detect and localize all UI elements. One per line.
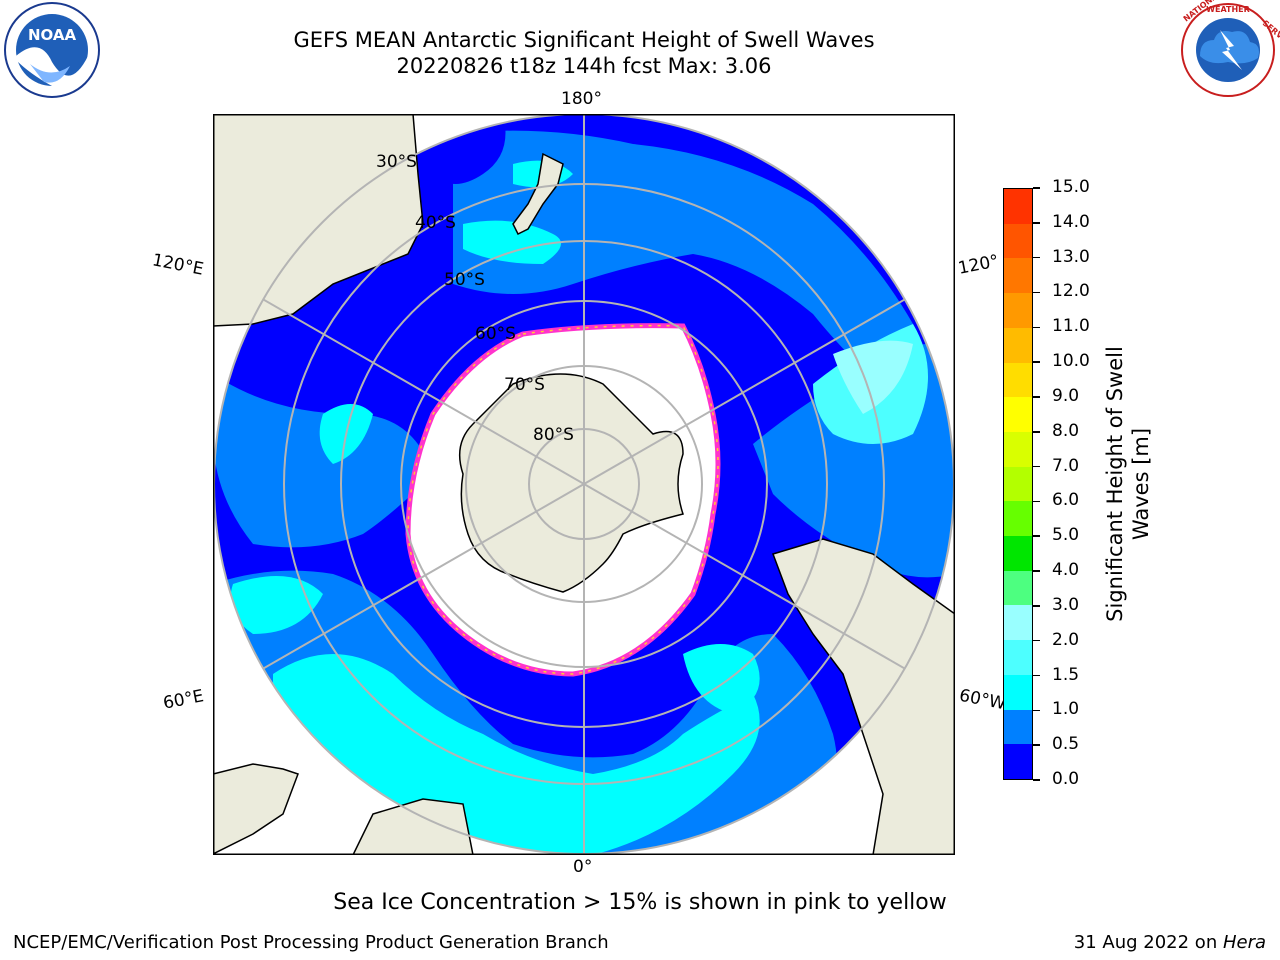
- colorbar-tick-mark: [1033, 744, 1040, 746]
- noaa-logo: NOAA: [4, 2, 100, 98]
- lon-label-0: 0°: [573, 857, 593, 877]
- colorbar-tick-mark: [1033, 361, 1040, 363]
- colorbar-tick-label: 6.0: [1052, 490, 1080, 511]
- colorbar-segment: [1004, 605, 1032, 641]
- colorbar-tick-mark: [1033, 605, 1040, 607]
- colorbar-tick-mark: [1033, 535, 1040, 537]
- colorbar-tick-mark: [1033, 256, 1040, 259]
- lon-label-120w: 120°: [956, 251, 1001, 279]
- colorbar-segment: [1004, 640, 1032, 675]
- colorbar-tick-label: 9.0: [1052, 385, 1080, 406]
- colorbar-tick-label: 5.0: [1052, 525, 1080, 546]
- colorbar-tick-mark: [1033, 187, 1040, 189]
- colorbar-tick-label: 1.5: [1052, 664, 1080, 685]
- colorbar-segment: [1004, 744, 1032, 779]
- colorbar-tick-mark: [1033, 431, 1040, 433]
- lat-label-40s: 40°S: [415, 213, 456, 233]
- lon-label-60w: 60°W: [957, 685, 1008, 715]
- chart-title-line1: GEFS MEAN Antarctic Significant Height o…: [293, 28, 875, 52]
- lat-label-80s: 80°S: [533, 425, 574, 445]
- polar-map: [213, 114, 955, 855]
- colorbar-segment: [1004, 397, 1032, 432]
- antarctica: [458, 373, 684, 593]
- lat-label-50s: 50°S: [444, 270, 485, 290]
- lat-label-30s: 30°S: [376, 152, 417, 172]
- colorbar-tick-label: 1.0: [1052, 699, 1080, 720]
- colorbar-segment: [1004, 431, 1032, 467]
- lat-label-60s: 60°S: [475, 324, 516, 344]
- colorbar-tick-mark: [1033, 396, 1040, 398]
- footer-date-text: 31 Aug 2022 on: [1073, 932, 1223, 953]
- colorbar-tick-mark: [1033, 674, 1040, 677]
- colorbar-tick-mark: [1033, 639, 1040, 642]
- colorbar-segment: [1004, 536, 1032, 571]
- colorbar-tick-label: 8.0: [1052, 420, 1080, 441]
- colorbar-tick-label: 0.5: [1052, 734, 1080, 755]
- colorbar-segment: [1004, 327, 1032, 363]
- colorbar-tick-label: 3.0: [1052, 594, 1080, 615]
- noaa-logo-text: NOAA: [28, 26, 77, 44]
- colorbar-title-line1: Significant Height of Swell: [1103, 346, 1127, 622]
- colorbar-tick-label: 4.0: [1052, 560, 1080, 581]
- colorbar-segment: [1004, 570, 1032, 606]
- graticule: [214, 114, 954, 854]
- colorbar-title-line2: Waves [m]: [1129, 427, 1153, 541]
- lon-label-60e: 60°E: [161, 686, 206, 714]
- footer-host: Hera: [1222, 932, 1266, 953]
- colorbar-segment: [1004, 189, 1032, 224]
- footer-branch: NCEP/EMC/Verification Post Processing Pr…: [13, 932, 609, 953]
- colorbar-tick-label: 2.0: [1052, 629, 1080, 650]
- colorbar-tick-label: 14.0: [1052, 211, 1090, 232]
- nws-logo: NATIONAL WEATHER SERVICE: [1181, 0, 1280, 97]
- colorbar-segment: [1004, 501, 1032, 537]
- colorbar-segment: [1004, 362, 1032, 398]
- colorbar-segment: [1004, 709, 1032, 745]
- lon-label-180: 180°: [561, 89, 602, 109]
- colorbar-tick-mark: [1033, 500, 1040, 503]
- sea-ice-note: Sea Ice Concentration > 15% is shown in …: [333, 890, 947, 915]
- colorbar-tick-mark: [1033, 465, 1040, 468]
- colorbar-tick-label: 13.0: [1052, 246, 1090, 267]
- colorbar-segment: [1004, 674, 1032, 710]
- colorbar-tick-label: 15.0: [1052, 177, 1090, 197]
- colorbar-tick-label: 10.0: [1052, 351, 1090, 372]
- lon-label-120e: 120°E: [150, 250, 206, 280]
- chart-title-line2: 20220826 t18z 144h fcst Max: 3.06: [396, 54, 772, 78]
- colorbar-segment: [1004, 293, 1032, 328]
- colorbar-segment: [1004, 223, 1032, 259]
- colorbar-tick-mark: [1033, 570, 1040, 572]
- colorbar-tick-mark: [1033, 291, 1040, 294]
- colorbar-tick-label: 12.0: [1052, 281, 1090, 302]
- colorbar-segment: [1004, 258, 1032, 294]
- colorbar-tick-label: 7.0: [1052, 455, 1080, 476]
- colorbar-segment: [1004, 466, 1032, 502]
- colorbar-tick-mark: [1033, 709, 1040, 712]
- colorbar: [1003, 188, 1033, 780]
- colorbar-tick-label: 0.0: [1052, 769, 1080, 789]
- footer-date: 31 Aug 2022 on Hera: [1074, 932, 1266, 953]
- colorbar-tick-mark: [1033, 779, 1040, 781]
- colorbar-tick-mark: [1033, 222, 1040, 224]
- colorbar-tick-label: 11.0: [1052, 316, 1090, 337]
- colorbar-tick-mark: [1033, 326, 1040, 329]
- map-frame-border: [213, 114, 955, 855]
- lat-label-70s: 70°S: [504, 375, 545, 395]
- svg-text:WEATHER: WEATHER: [1206, 5, 1250, 14]
